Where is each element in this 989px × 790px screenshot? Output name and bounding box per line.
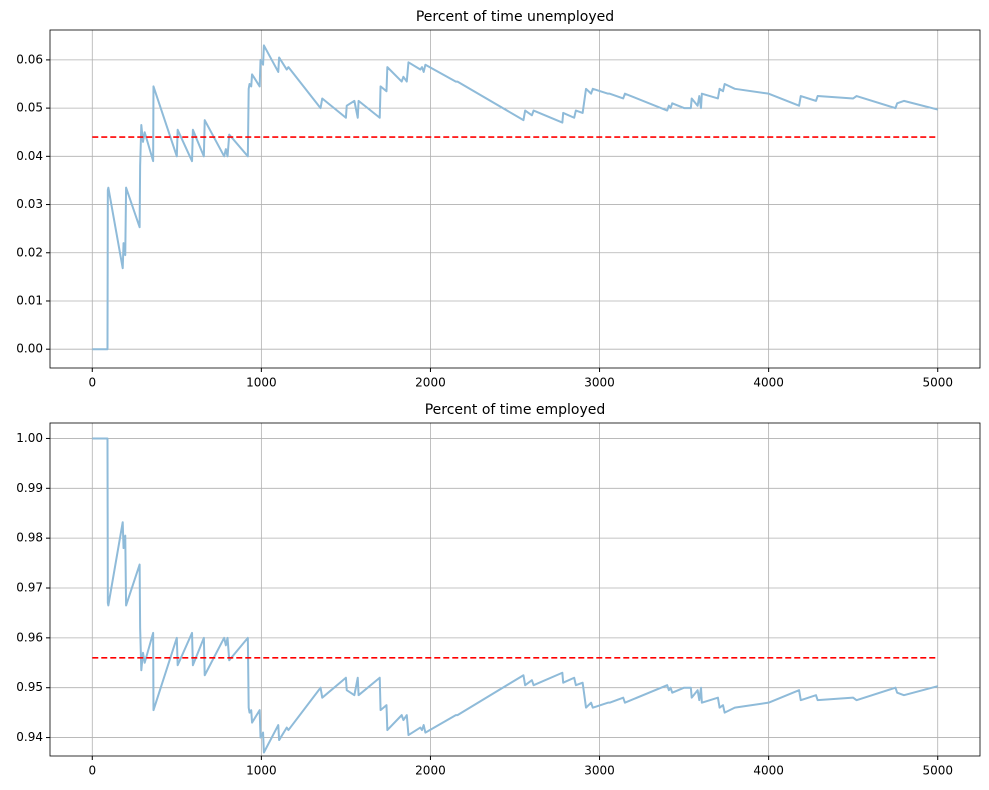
y-tick-label: 1.00 (16, 431, 43, 445)
data-line (92, 44, 938, 351)
x-tick-label: 0 (88, 376, 96, 390)
axes-frame (49, 29, 981, 369)
x-tick-label: 5000 (922, 764, 953, 778)
x-tick-label: 2000 (415, 376, 446, 390)
x-tick-label: 3000 (584, 764, 615, 778)
axes-frame (49, 422, 981, 757)
y-tick-label: 0.04 (16, 149, 43, 163)
x-tick-label: 0 (88, 764, 96, 778)
y-tick-label: 0.94 (16, 730, 43, 744)
x-tick-label: 1000 (246, 764, 277, 778)
y-tick-label: 0.06 (16, 52, 43, 66)
y-tick-label: 0.03 (16, 197, 43, 211)
y-tick-label: 0.98 (16, 531, 43, 545)
y-tick-label: 0.96 (16, 630, 43, 644)
data-line (92, 437, 938, 754)
y-tick-label: 0.02 (16, 245, 43, 259)
y-tick-label: 0.00 (16, 342, 43, 356)
x-tick-label: 1000 (246, 376, 277, 390)
y-tick-label: 0.95 (16, 680, 43, 694)
y-tick-label: 0.99 (16, 481, 43, 495)
x-tick-label: 3000 (584, 376, 615, 390)
x-tick-label: 4000 (753, 376, 784, 390)
y-tick-label: 0.97 (16, 581, 43, 595)
y-tick-label: 0.05 (16, 101, 43, 115)
x-tick-label: 5000 (922, 376, 953, 390)
chart-title: Percent of time unemployed (416, 9, 614, 25)
x-tick-label: 2000 (415, 764, 446, 778)
y-tick-label: 0.01 (16, 293, 43, 307)
x-tick-label: 4000 (753, 764, 784, 778)
chart-title: Percent of time employed (425, 402, 606, 418)
